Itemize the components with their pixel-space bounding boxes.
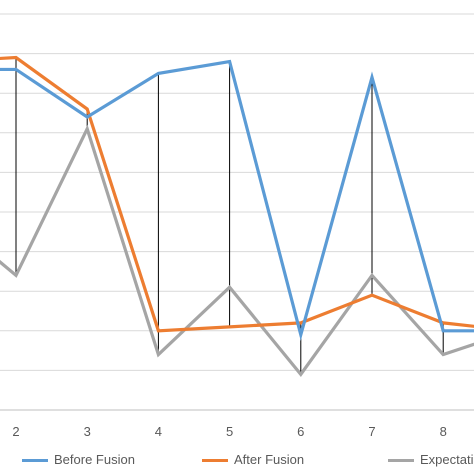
legend-swatch-before-fusion (22, 459, 48, 462)
x-tick-label: 8 (440, 424, 447, 439)
legend-label-expectation: Expectation (420, 452, 474, 467)
x-tick-label: 7 (368, 424, 375, 439)
drop-lines (15, 57, 444, 375)
x-tick-label: 3 (84, 424, 91, 439)
legend-label-before-fusion: Before Fusion (54, 452, 135, 467)
x-axis-tick-labels: 2 3 4 5 6 7 8 (12, 424, 446, 439)
x-tick-label: 2 (12, 424, 19, 439)
series-line-expectation (0, 124, 474, 377)
series-line-after-fusion (0, 55, 474, 333)
gridlines (0, 13, 474, 411)
legend-swatch-expectation (388, 459, 414, 462)
series-line-before-fusion (0, 59, 474, 341)
line-chart: 2 3 4 5 6 7 8 (0, 13, 474, 439)
series-lines (0, 55, 474, 377)
legend-label-after-fusion: After Fusion (234, 452, 305, 467)
x-tick-label: 5 (226, 424, 233, 439)
x-tick-label: 6 (297, 424, 304, 439)
legend-swatch-after-fusion (202, 459, 228, 462)
legend: Before Fusion After Fusion Expectation (0, 449, 474, 471)
x-tick-label: 4 (155, 424, 162, 439)
